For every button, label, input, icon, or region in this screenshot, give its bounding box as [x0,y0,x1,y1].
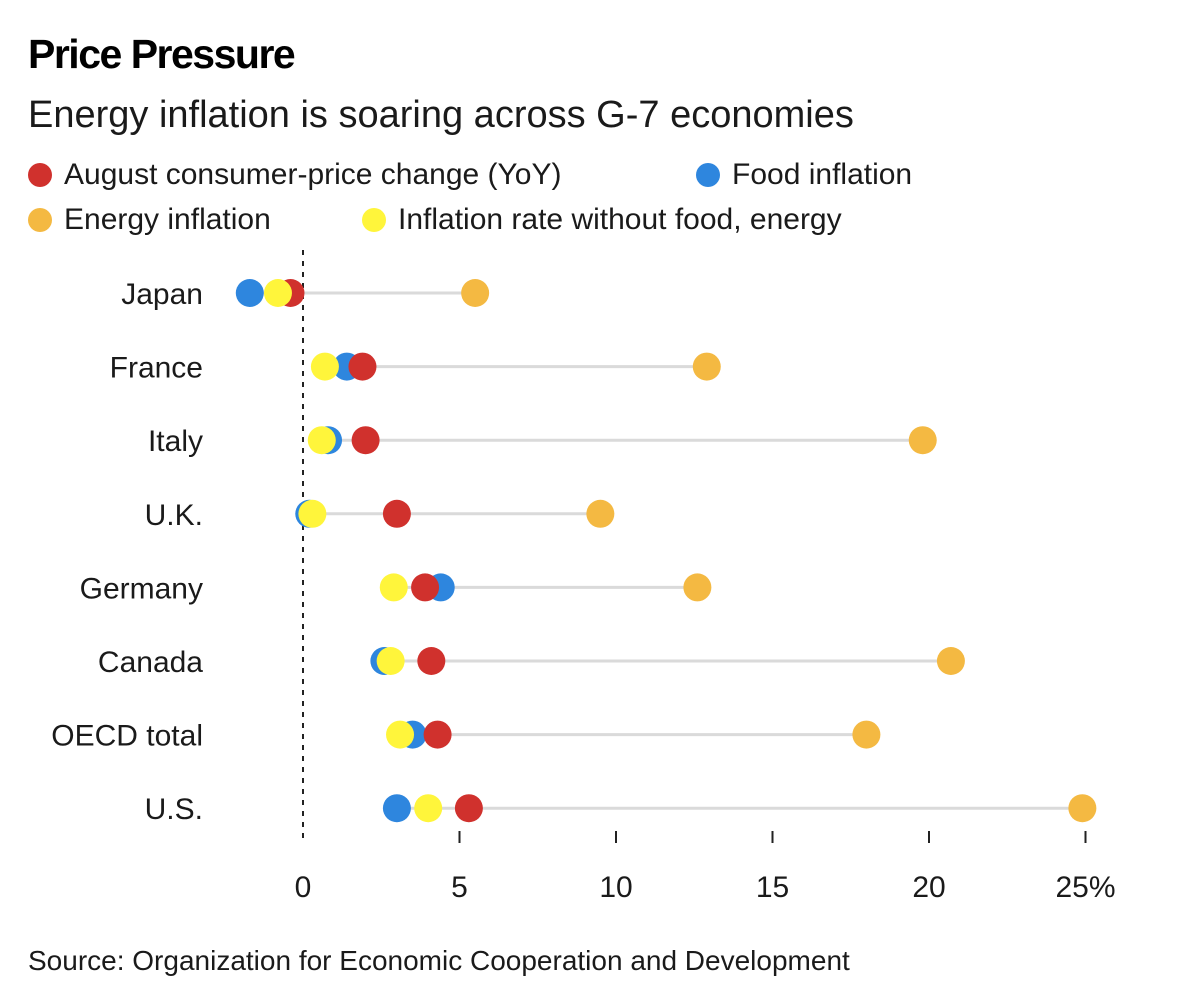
category-label: France [110,352,203,385]
data-point [692,352,721,381]
category-label: Germany [80,572,203,605]
data-point [382,499,411,528]
data-point [263,279,292,307]
data-point [235,279,264,307]
legend-dot-cpi [28,163,52,187]
data-point [298,499,327,528]
data-point [382,794,411,823]
x-tick-label: 15 [756,871,789,904]
data-point [351,426,380,455]
data-point [1068,794,1097,823]
data-point [379,573,408,602]
legend-dot-energy [28,208,52,232]
data-point [348,352,377,381]
legend: August consumer-price change (YoY) Food … [28,158,1188,248]
data-point [461,279,490,307]
data-point [417,647,446,675]
category-label: Canada [98,646,203,679]
data-point [683,573,712,602]
legend-label-food: Food inflation [732,158,913,191]
x-tick-label: 0 [295,871,312,904]
data-point [423,720,452,749]
data-point [936,647,965,675]
data-point [386,720,415,749]
category-label: OECD total [51,720,203,753]
data-point [376,647,405,675]
data-point [307,426,336,455]
legend-label-energy: Energy inflation [64,203,271,236]
legend-dot-food [696,163,720,187]
x-tick-label: 5 [451,871,468,904]
category-label: U.S. [145,793,203,826]
legend-label-cpi: August consumer-price change (YoY) [64,158,562,191]
chart-title: Price Pressure [28,31,296,77]
dot-plot-chart: 0 5 10 15 20 25% Japan France Italy U.K. Germany Ca… [51,250,1116,904]
data-point [852,720,881,749]
legend-label-core: Inflation rate without food, energy [398,203,842,236]
legend-dot-core [362,208,386,232]
source-note: Source: Organization for Economic Cooper… [28,945,850,976]
x-tick-label: 10 [599,871,632,904]
legend-item-energy: Energy inflation [28,203,271,237]
data-point [414,794,443,823]
legend-item-food: Food inflation [696,158,912,192]
legend-item-cpi: August consumer-price change (YoY) [28,158,562,192]
category-label: U.K. [145,499,203,532]
data-point [454,794,483,823]
legend-item-core: Inflation rate without food, energy [362,203,842,237]
data-point [586,499,615,528]
data-point [310,352,339,381]
data-point [411,573,440,602]
x-tick-label: 25% [1055,871,1115,904]
x-tick-label: 20 [912,871,945,904]
category-label: Italy [148,425,203,458]
category-label: Japan [121,278,203,311]
chart-subtitle: Energy inflation is soaring across G-7 e… [28,94,854,136]
data-point [908,426,937,455]
